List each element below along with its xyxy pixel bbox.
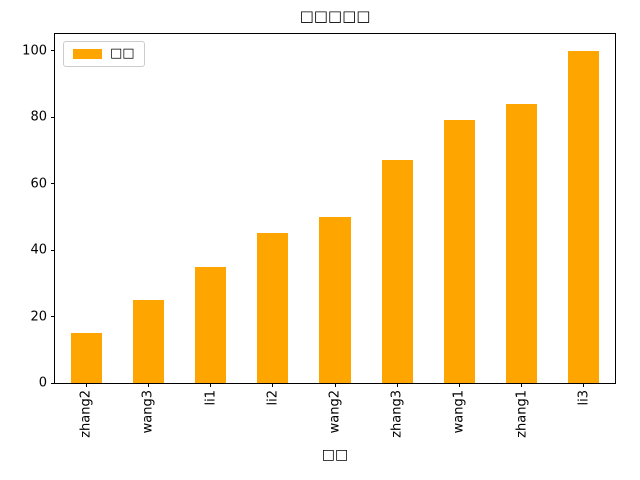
x-tick-mark: [521, 383, 523, 387]
y-tick-mark: [51, 249, 55, 251]
bar-wang2: [319, 216, 351, 383]
x-tick-label-li1: li1: [203, 390, 219, 406]
x-tick-label-zhang2: zhang2: [78, 390, 94, 438]
y-tick-label: 80: [30, 109, 47, 125]
x-tick-mark: [147, 383, 149, 387]
x-tick-mark: [334, 383, 336, 387]
bar-li3: [568, 50, 600, 383]
y-tick-label: 100: [22, 43, 47, 59]
x-axis-label: □□: [321, 447, 349, 463]
x-tick-label-zhang3: zhang3: [389, 390, 405, 438]
chart-title: □□□□□: [299, 7, 371, 25]
x-tick-mark: [85, 383, 87, 387]
bar-wang3: [132, 299, 164, 383]
x-tick-label-wang2: wang2: [327, 390, 343, 434]
bar-zhang1: [506, 103, 538, 383]
x-tick-mark: [272, 383, 274, 387]
bar-zhang3: [381, 160, 413, 383]
x-tick-label-zhang1: zhang1: [514, 390, 530, 438]
bar-li2: [257, 233, 289, 383]
x-tick-label-wang1: wang1: [451, 390, 467, 434]
x-tick-label-wang3: wang3: [140, 390, 156, 434]
x-tick-label-li3: li3: [576, 390, 592, 406]
bar-zhang2: [70, 333, 102, 383]
x-tick-mark: [210, 383, 212, 387]
y-tick-label: 40: [30, 242, 47, 258]
y-tick-mark: [51, 183, 55, 185]
legend: □□: [63, 41, 145, 67]
y-tick-mark: [51, 382, 55, 384]
bar-wang1: [443, 120, 475, 383]
y-tick-mark: [51, 116, 55, 118]
y-tick-mark: [51, 316, 55, 318]
x-tick-mark: [583, 383, 585, 387]
y-tick-label: 20: [30, 309, 47, 325]
y-tick-label: 60: [30, 176, 47, 192]
legend-swatch: [73, 48, 102, 59]
x-tick-mark: [396, 383, 398, 387]
x-tick-mark: [458, 383, 460, 387]
bar-li1: [195, 266, 227, 383]
legend-label: □□: [110, 46, 135, 61]
plot-area: □□ 0 20 40 60 80 100 zhang2 wang3 li1 li2 wang2 zha…: [22, 33, 616, 438]
y-tick-label: 0: [38, 375, 47, 391]
x-tick-label-li2: li2: [265, 390, 281, 406]
y-tick-mark: [51, 50, 55, 52]
